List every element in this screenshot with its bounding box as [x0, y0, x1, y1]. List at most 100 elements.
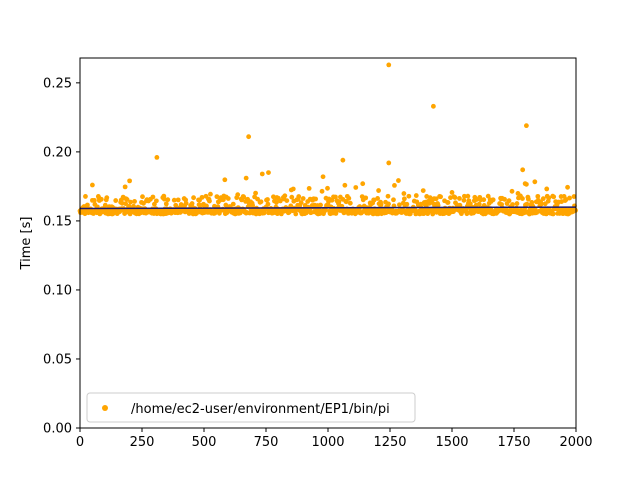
scatter-point [153, 198, 159, 204]
scatter-point-outlier [524, 123, 529, 129]
scatter-point [300, 196, 306, 201]
y-tick-label: 0.05 [43, 352, 72, 367]
legend-box [86, 392, 416, 423]
scatter-point [544, 186, 550, 192]
scatter-point [397, 202, 402, 208]
scatter-point [540, 196, 546, 202]
mean-line [79, 206, 577, 210]
scatter-point [353, 185, 359, 190]
scatter-point [551, 194, 557, 200]
scatter-point [98, 196, 104, 202]
scatter-point [290, 186, 296, 192]
scatter-point [131, 203, 136, 209]
scatter-point-outlier [386, 160, 392, 166]
scatter-point [126, 203, 132, 209]
scatter-point [343, 199, 349, 205]
scatter-point [467, 201, 473, 207]
scatter-point [204, 203, 209, 209]
scatter-point [476, 201, 482, 207]
scatter-point [376, 188, 381, 193]
scatter-point [208, 191, 213, 197]
scatter-point [404, 201, 410, 207]
scatter-point [524, 201, 530, 207]
scatter-point [538, 201, 544, 207]
scatter-point [333, 194, 338, 200]
scatter-point [571, 194, 577, 199]
legend-marker [102, 405, 108, 411]
scatter-point [222, 177, 228, 183]
scatter-point-outlier [246, 134, 252, 140]
scatter-point-outlier [386, 62, 392, 68]
scatter-point [175, 197, 181, 203]
scatter-point-outlier [340, 157, 346, 163]
scatter-point [392, 183, 397, 188]
scatter-point [509, 188, 515, 194]
scatter-point [346, 195, 352, 201]
scatter-point [336, 199, 342, 205]
scatter-point [140, 194, 145, 200]
scatter-point [296, 194, 302, 199]
scatter-point [520, 196, 525, 201]
y-tick-label: 0.15 [43, 214, 72, 229]
scatter-point [452, 195, 458, 200]
scatter-point [529, 200, 535, 205]
scatter-point [323, 207, 328, 213]
scatter-point [313, 196, 318, 202]
scatter-point [171, 197, 177, 203]
scatter-point-outlier [127, 178, 132, 184]
scatter-point-outlier [243, 175, 249, 181]
x-tick-label: 1250 [373, 435, 406, 450]
scatter-point [401, 191, 407, 196]
scatter-point [502, 196, 507, 202]
scatter-point [318, 202, 323, 208]
scatter-point [150, 194, 156, 200]
scatter-point [83, 194, 88, 199]
x-tick-label: 750 [254, 435, 279, 450]
scatter-point [225, 196, 231, 201]
scatter-point [378, 202, 384, 208]
scatter-point [293, 211, 299, 217]
scatter-point [104, 195, 110, 201]
scatter-point [325, 185, 330, 191]
scatter-point [306, 186, 312, 191]
x-tick-label: 1500 [435, 435, 468, 450]
scatter-point [230, 201, 236, 207]
scatter-point [298, 200, 304, 206]
y-tick-label: 0.00 [43, 422, 72, 437]
scatter-point [207, 198, 212, 204]
scatter-point [465, 193, 471, 199]
scatter-point-outlier [266, 170, 271, 175]
scatter-point [420, 188, 426, 194]
scatter-point [282, 193, 288, 199]
scatter-point [85, 202, 90, 208]
x-tick-label: 250 [130, 435, 155, 450]
y-tick-label: 0.20 [43, 145, 72, 160]
scatter-point [277, 198, 283, 204]
scatter-point [461, 197, 467, 203]
scatter-point [265, 201, 271, 207]
x-tick-label: 1750 [497, 435, 530, 450]
scatter-point [457, 196, 462, 201]
scatter-point [435, 202, 441, 208]
scatter-point [132, 199, 137, 204]
scatter-point [214, 194, 220, 200]
scatter-point [119, 200, 125, 206]
scatter-point [457, 202, 463, 208]
scatter-point-outlier [320, 174, 326, 180]
scatter-point [241, 194, 247, 200]
scatter-point [165, 197, 171, 203]
scatter-point [91, 198, 97, 203]
scatter-point [499, 202, 504, 207]
x-tick-label: 500 [192, 435, 217, 450]
x-tick-label: 0 [76, 435, 84, 450]
scatter-point [445, 200, 451, 205]
scatter-points [77, 62, 578, 217]
scatter-point [391, 197, 396, 203]
scatter-point-outlier [520, 167, 526, 173]
scatter-point-outlier [259, 171, 265, 177]
scatter-point [535, 193, 541, 199]
scatter-point [532, 179, 538, 185]
scatter-point [567, 195, 572, 201]
scatter-point [462, 193, 467, 199]
